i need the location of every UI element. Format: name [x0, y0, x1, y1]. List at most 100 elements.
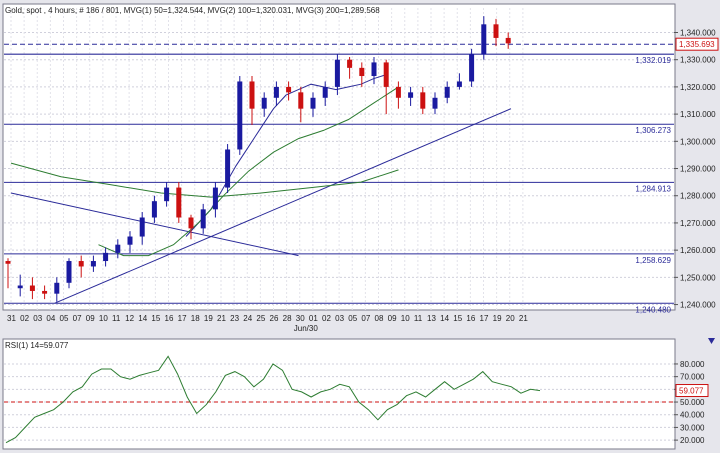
horizontal-level-label: 1,332.019: [635, 56, 671, 65]
rsi-tick-label: 80.000: [680, 360, 705, 369]
candle-body: [359, 67, 365, 77]
date-tick-label: 19: [204, 314, 213, 323]
date-tick-label: 03: [335, 314, 344, 323]
date-tick-label: 30: [296, 314, 305, 323]
date-tick-label: 02: [20, 314, 29, 323]
date-tick-label: 26: [270, 314, 279, 323]
price-tick-label: 1,310.000: [680, 110, 716, 119]
date-tick-label: 11: [112, 314, 121, 323]
price-tick-label: 1,260.000: [680, 246, 716, 255]
date-tick-label: 17: [480, 314, 489, 323]
candle-body: [432, 97, 438, 109]
candle-body: [164, 187, 170, 202]
horizontal-level-label: 1,284.913: [635, 184, 671, 193]
candle-body: [261, 97, 267, 109]
date-tick-label: 12: [125, 314, 134, 323]
date-tick-label: 23: [230, 314, 239, 323]
rsi-tick-label: 50.000: [680, 398, 705, 407]
candle-body: [469, 54, 475, 82]
date-tick-label: 02: [322, 314, 331, 323]
candle-body: [383, 62, 389, 87]
candle-body: [5, 261, 11, 264]
candle-body: [286, 86, 292, 93]
date-tick-label: 07: [361, 314, 370, 323]
candle-body: [225, 149, 231, 188]
price-tick-label: 1,240.000: [680, 301, 716, 310]
price-tick-label: 1,320.000: [680, 83, 716, 92]
candle-body: [408, 92, 414, 98]
date-tick-label: 28: [283, 314, 292, 323]
candle-body: [17, 285, 23, 289]
month-label: Jun/30: [294, 324, 319, 333]
candle-body: [322, 86, 328, 98]
date-tick-label: 20: [506, 314, 515, 323]
rsi-current-tag: [675, 384, 709, 398]
date-tick-label: 04: [46, 314, 55, 323]
date-tick-label: 19: [493, 314, 502, 323]
date-tick-label: 14: [138, 314, 147, 323]
date-tick-label: 09: [388, 314, 397, 323]
rsi-tick-label: 20.000: [680, 436, 705, 445]
rsi-tick-label: 70.000: [680, 373, 705, 382]
date-tick-label: 16: [165, 314, 174, 323]
candle-body: [212, 187, 218, 210]
date-tick-label: 21: [519, 314, 528, 323]
date-x-axis: 31 02 03 04 05 07 09 10 11 12 14 15 16 17 18 19 21 23 24 25…: [7, 314, 528, 333]
moving-average-line: [10, 162, 399, 198]
candle-body: [444, 86, 450, 98]
date-tick-label: 31: [7, 314, 16, 323]
horizontal-level-label: 1,306.273: [635, 126, 671, 135]
candle-body: [456, 81, 462, 87]
price-header: Gold, spot , 4 hours, # 186 / 801, MVG(1…: [5, 6, 380, 15]
date-tick-label: 09: [86, 314, 95, 323]
date-tick-label: 16: [466, 314, 475, 323]
candle-body: [237, 81, 243, 150]
date-tick-label: 10: [401, 314, 410, 323]
candle-body: [176, 187, 182, 218]
moving-average-line: [98, 86, 399, 257]
trendlines: [10, 108, 512, 304]
date-tick-label: 15: [453, 314, 462, 323]
candle-body: [115, 244, 121, 253]
candle-body: [420, 92, 426, 109]
date-tick-label: 10: [99, 314, 108, 323]
date-tick-label: 21: [217, 314, 226, 323]
price-tick-label: 1,340.000: [680, 28, 716, 37]
trendline: [10, 192, 299, 257]
candle-body: [371, 62, 377, 77]
trendline: [54, 108, 512, 304]
rsi-tick-label: 30.000: [680, 423, 705, 432]
price-tick-label: 1,300.000: [680, 137, 716, 146]
moving-averages: [10, 74, 399, 257]
candle-body: [347, 59, 353, 68]
date-tick-label: 11: [414, 314, 423, 323]
candle-body: [334, 59, 340, 87]
current-price-label: 1,335.693: [679, 40, 715, 49]
candle-body: [66, 261, 72, 283]
candle-body: [42, 290, 48, 294]
rsi-line: [5, 355, 541, 444]
candle-body: [273, 86, 279, 98]
date-tick-label: 08: [375, 314, 384, 323]
scroll-arrow-icon[interactable]: [708, 338, 715, 344]
candle-body: [188, 217, 194, 229]
date-tick-label: 05: [348, 314, 357, 323]
price-tick-label: 1,280.000: [680, 192, 716, 201]
current-price-tag: [675, 37, 719, 51]
candle-body: [395, 86, 401, 98]
date-tick-label: 13: [427, 314, 436, 323]
horizontal-levels: 1,332.019 1,306.273 1,284.913 1,258.629 1,24…: [4, 43, 674, 314]
candle-body: [481, 24, 487, 55]
price-tick-label: 1,290.000: [680, 165, 716, 174]
moving-average-line: [185, 74, 387, 237]
date-tick-label: 14: [440, 314, 449, 323]
candle-body: [54, 282, 60, 294]
date-tick-label: 24: [243, 314, 252, 323]
date-tick-label: 15: [151, 314, 160, 323]
candle-body: [139, 217, 145, 237]
candle-body: [310, 97, 316, 109]
horizontal-level-label: 1,240.480: [635, 305, 671, 314]
date-tick-label: 05: [60, 314, 69, 323]
